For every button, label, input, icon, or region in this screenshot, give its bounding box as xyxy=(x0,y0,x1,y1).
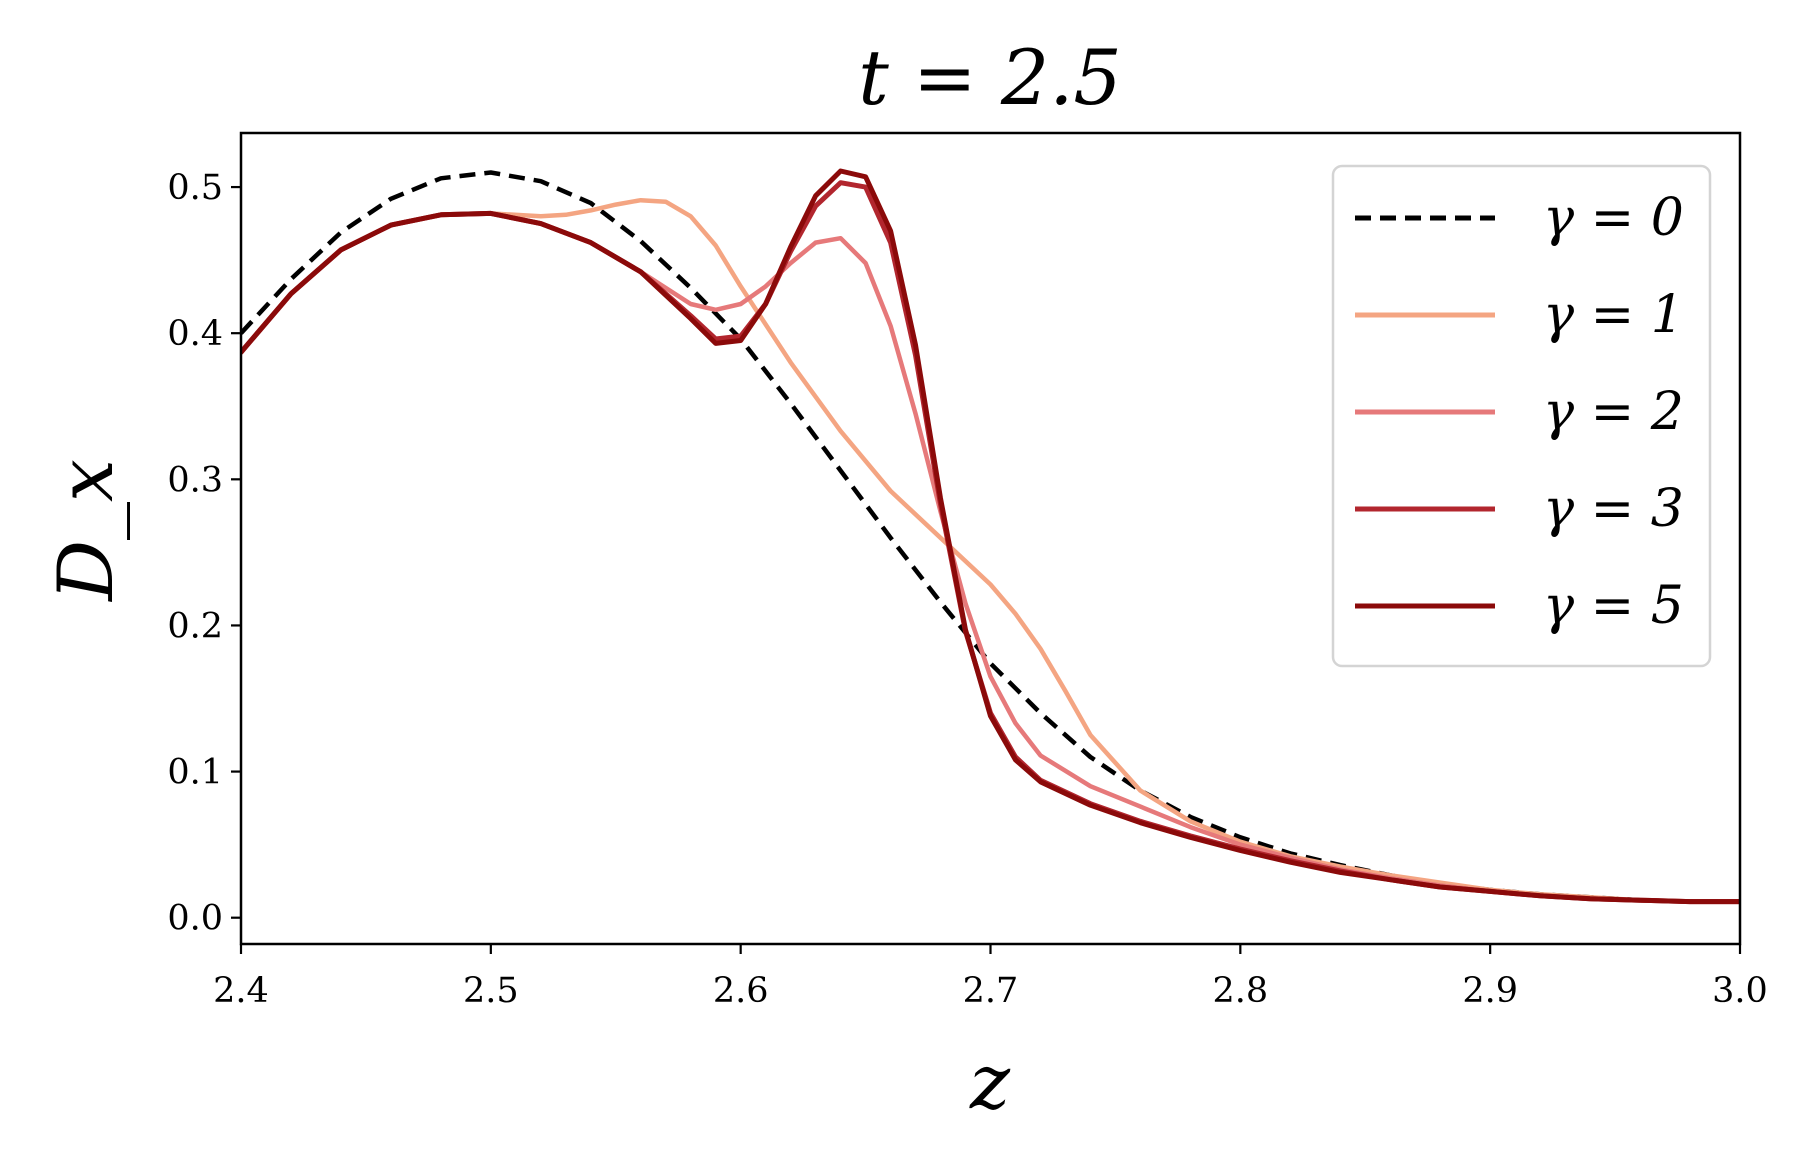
series-group xyxy=(241,168,1740,905)
y-tick-label: 0.1 xyxy=(167,753,223,793)
series-line-1 xyxy=(241,197,1740,904)
plot-area xyxy=(241,168,1740,905)
y-tick-label: 0.2 xyxy=(167,606,223,646)
y-tick-label: 0.4 xyxy=(167,314,223,354)
legend-label: γ = 1 xyxy=(1543,285,1684,345)
x-tick-label: 3.0 xyxy=(1712,971,1768,1011)
x-tick-label: 2.6 xyxy=(713,971,769,1011)
y-tick-label: 0.5 xyxy=(167,168,223,208)
x-tick-label: 2.7 xyxy=(963,971,1019,1011)
x-axis-label: z xyxy=(969,1037,1011,1126)
legend-box xyxy=(1331,164,1712,668)
x-tick-label: 2.5 xyxy=(463,971,519,1011)
x-tick-label: 2.8 xyxy=(1212,971,1268,1011)
x-tick-label: 2.9 xyxy=(1462,971,1518,1011)
y-axis-label: D_x xyxy=(41,459,130,603)
legend-label: γ = 0 xyxy=(1543,188,1684,248)
legend-label: γ = 2 xyxy=(1543,382,1684,442)
chart-title: t = 2.5 xyxy=(858,33,1121,122)
series-line-4 xyxy=(241,168,1740,905)
legend-label: γ = 3 xyxy=(1543,479,1684,539)
x-tick-label: 2.4 xyxy=(213,971,269,1011)
y-tick-label: 0.0 xyxy=(167,899,223,939)
legend: γ = 0 γ = 1 γ = 2 γ = 3 γ = 5 xyxy=(1331,164,1712,668)
y-tick-label: 0.3 xyxy=(167,460,223,500)
axes: 2.4 2.5 2.6 2.7 2.8 2.9 3.0 0.0 0.1 0.2 0.3 0.4 0.5 xyxy=(167,131,1768,1011)
legend-label: γ = 5 xyxy=(1543,576,1684,636)
